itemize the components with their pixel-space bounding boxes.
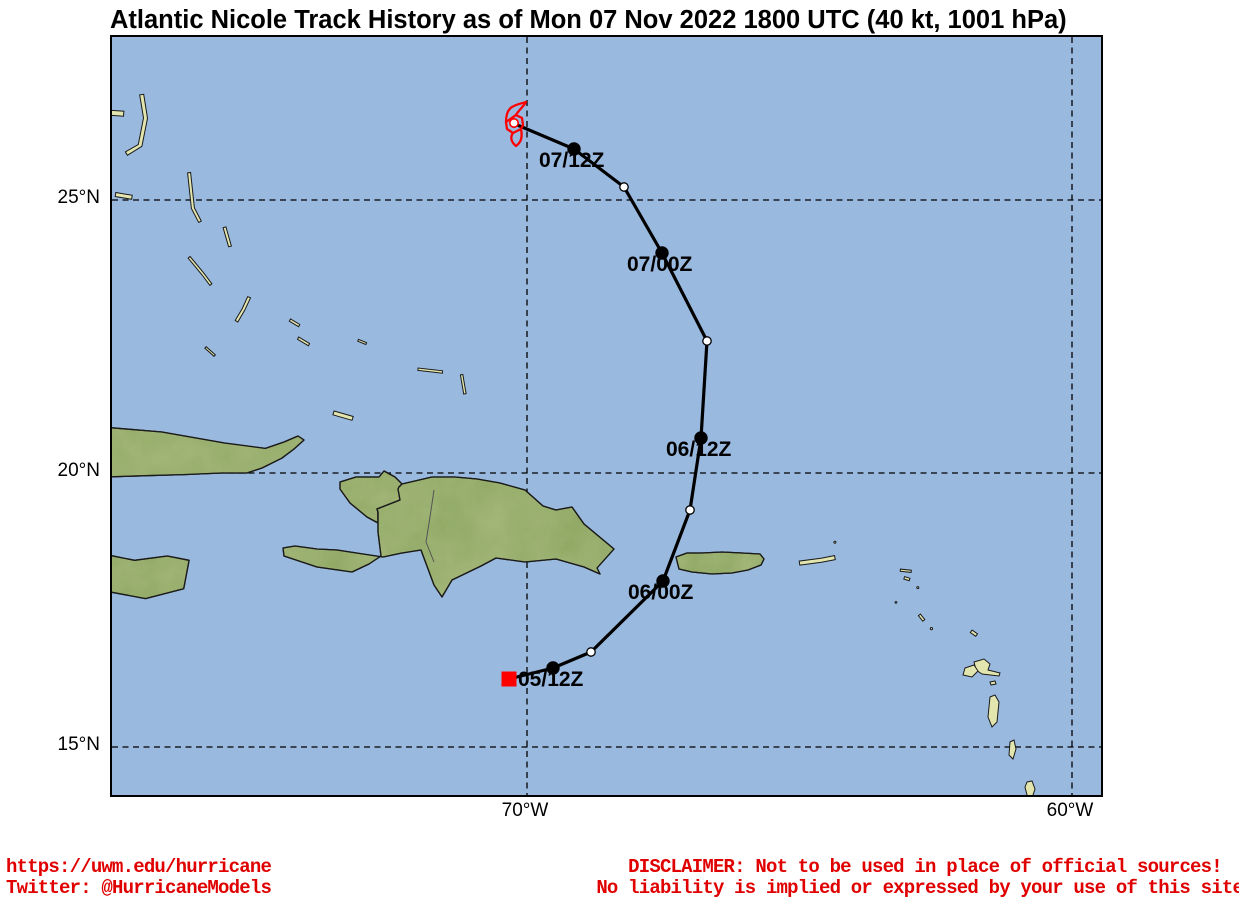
svg-text:06/12Z: 06/12Z [666,438,732,461]
svg-text:06/00Z: 06/00Z [628,581,694,604]
svg-text:07/12Z: 07/12Z [539,149,605,172]
svg-text:05/12Z: 05/12Z [518,668,584,691]
svg-text:07/00Z: 07/00Z [627,253,693,276]
